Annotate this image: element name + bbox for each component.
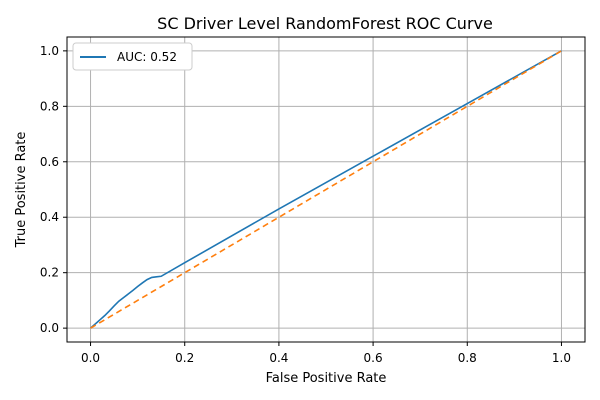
y-tick-label: 0.0 xyxy=(40,321,59,335)
axis-ticks: 0.0 0.2 0.4 0.6 0.8 1.0 0.0 0.2 0.4 0.6 0.8 1.0 xyxy=(40,44,571,365)
y-tick-label: 0.4 xyxy=(40,210,59,224)
random-baseline-line xyxy=(90,50,562,329)
x-tick-label: 1.0 xyxy=(552,351,571,365)
grid-lines xyxy=(67,37,585,342)
x-tick-label: 0.0 xyxy=(81,351,100,365)
y-tick-label: 0.2 xyxy=(40,266,59,280)
y-axis-label: True Positive Rate xyxy=(14,132,29,249)
x-tick-label: 0.2 xyxy=(175,351,194,365)
x-tick-label: 0.6 xyxy=(364,351,383,365)
plot-area xyxy=(66,36,586,343)
legend-entry-auc: AUC: 0.52 xyxy=(117,50,177,64)
x-tick-label: 0.4 xyxy=(269,351,288,365)
legend-box xyxy=(72,42,193,71)
x-axis-label: False Positive Rate xyxy=(266,371,387,386)
series-lines xyxy=(90,50,562,329)
roc-curve-line xyxy=(90,50,562,329)
chart-title: SC Driver Level RandomForest ROC Curve xyxy=(157,14,493,33)
x-tick-label: 0.8 xyxy=(458,351,477,365)
y-tick-label: 0.6 xyxy=(40,155,59,169)
plot-frame xyxy=(66,36,586,343)
y-tick-label: 0.8 xyxy=(40,99,59,113)
y-tick-label: 1.0 xyxy=(40,44,59,58)
legend: AUC: 0.52 xyxy=(72,42,193,71)
